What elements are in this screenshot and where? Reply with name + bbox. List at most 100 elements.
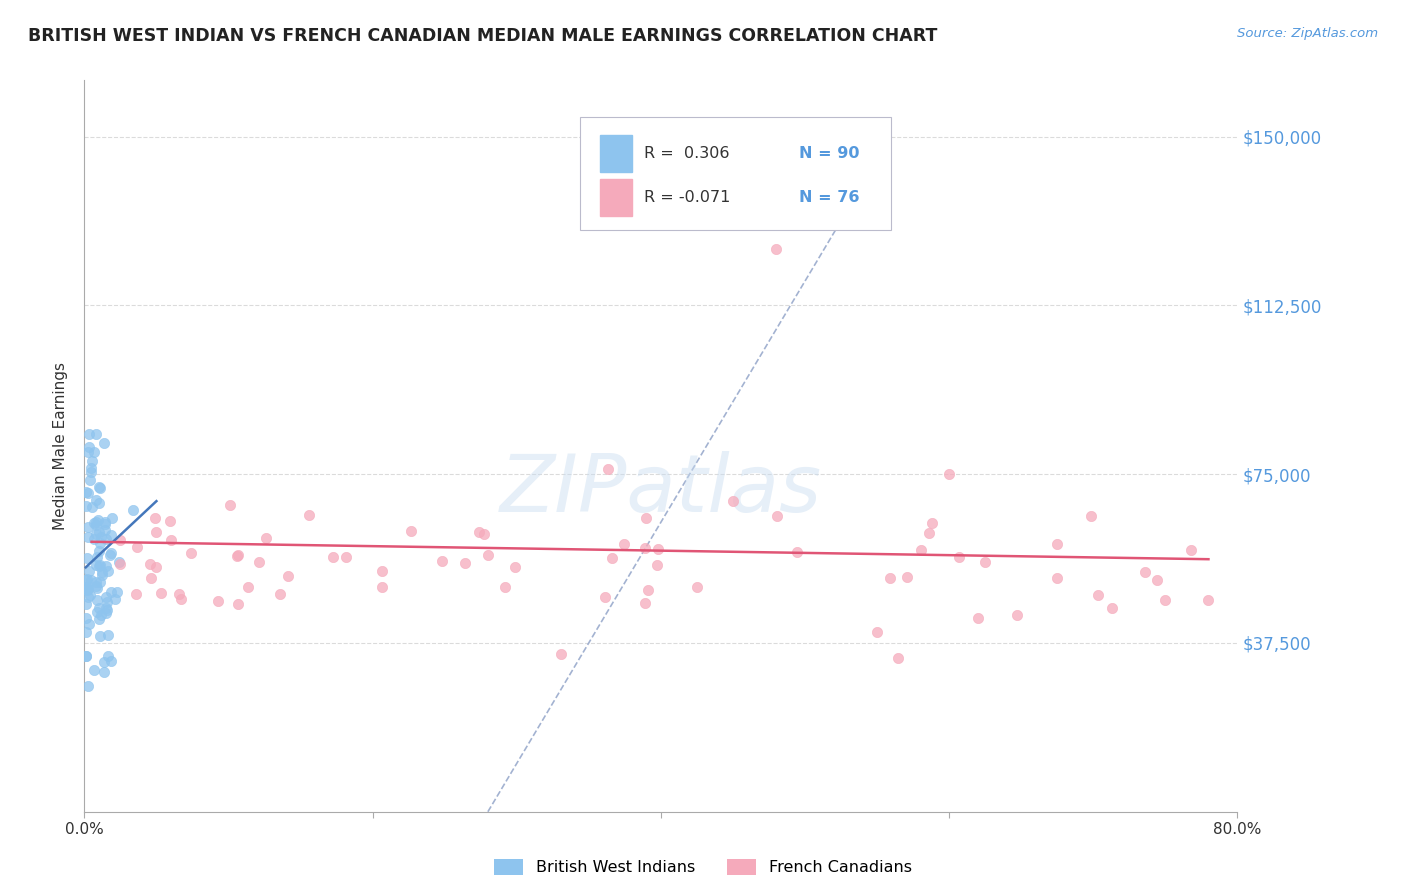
Point [104,591,127,606]
Point [143,510,166,524]
Point [160,533,183,547]
Point [93,665,115,679]
Point [77,617,100,632]
Point [686,580,709,594]
Point [1198,593,1220,607]
Point [87,513,110,527]
Point [170,591,193,606]
Point [636,511,658,525]
Point [1046,536,1069,550]
Point [108,557,131,571]
Point [94,606,117,620]
Point [108,533,131,547]
Text: N = 90: N = 90 [799,146,859,161]
Point [219,498,242,512]
Point [84,579,107,593]
Point [100,585,122,599]
Point [107,556,129,570]
Point [76,679,98,693]
Point [371,564,394,578]
Point [598,462,620,476]
Point [75,611,97,625]
Point [645,558,668,572]
Point [75,625,97,640]
Point [647,541,669,556]
Text: R = -0.071: R = -0.071 [644,190,730,205]
Point [765,242,787,256]
Point [75,500,97,514]
Point [89,544,111,558]
Point [94,601,117,615]
Point [80,453,103,467]
Point [207,593,229,607]
Point [159,514,181,528]
Point [77,485,100,500]
Point [79,440,101,454]
Point [84,527,107,541]
Point [89,536,111,550]
Point [974,555,997,569]
Point [83,663,105,677]
Point [269,587,291,601]
Point [76,572,98,586]
Point [180,546,202,560]
Point [96,602,118,616]
Point [371,580,394,594]
Point [96,590,118,604]
Point [637,583,659,598]
Point [75,582,97,596]
Point [76,582,98,597]
Point [86,427,108,442]
Point [75,597,97,611]
Point [77,520,100,534]
Point [98,548,121,562]
Point [77,582,100,596]
Point [89,496,111,510]
Point [139,571,162,585]
Point [84,518,107,533]
Text: Source: ZipAtlas.com: Source: ZipAtlas.com [1237,27,1378,40]
Point [86,581,108,595]
Point [77,564,100,578]
Point [89,574,111,589]
Point [93,517,115,532]
Point [86,574,108,589]
Point [477,549,499,563]
Point [550,647,572,661]
Point [79,461,101,475]
Point [101,510,124,524]
Point [593,591,616,605]
Point [322,549,344,564]
Point [613,537,636,551]
Point [1046,571,1069,585]
Point [910,543,932,558]
Point [94,523,117,537]
Point [75,573,97,587]
Point [100,528,122,542]
Point [89,629,111,643]
Point [94,515,117,529]
Point [1133,566,1156,580]
Point [79,473,101,487]
Point [76,444,98,458]
Point [94,559,117,574]
Point [86,592,108,607]
Point [896,569,918,583]
Point [87,559,110,574]
Point [454,556,477,570]
Point [145,524,167,539]
Point [277,569,299,583]
Point [77,530,100,544]
Point [430,554,453,568]
Point [122,502,145,516]
Text: R =  0.306: R = 0.306 [644,146,730,161]
Point [967,611,990,625]
Point [75,485,97,500]
Legend: British West Indians, French Canadians: British West Indians, French Canadians [495,858,911,875]
Point [1146,573,1168,587]
Point [93,656,115,670]
Point [96,595,118,609]
Point [335,549,357,564]
Point [1087,588,1109,602]
Point [83,532,105,546]
